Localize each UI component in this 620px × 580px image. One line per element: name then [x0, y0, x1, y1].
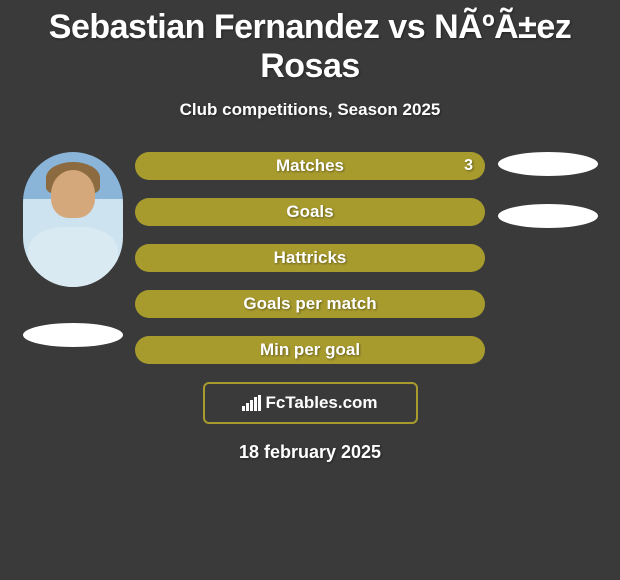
stat-label: Min per goal — [260, 340, 360, 360]
stat-label: Hattricks — [274, 248, 347, 268]
stat-bar-goals-per-match: Goals per match — [135, 290, 485, 318]
stat-bar-goals: Goals — [135, 198, 485, 226]
stat-bar-matches: Matches 3 — [135, 152, 485, 180]
subtitle: Club competitions, Season 2025 — [5, 100, 615, 120]
left-ellipse — [23, 323, 123, 347]
stat-label: Matches — [276, 156, 344, 176]
footer: FcTables.com 18 february 2025 — [5, 382, 615, 463]
left-column — [10, 152, 135, 364]
stat-label: Goals per match — [243, 294, 376, 314]
stat-value: 3 — [464, 157, 473, 175]
player-avatar-left — [23, 152, 123, 287]
chart-bars-icon — [242, 395, 261, 411]
stats-column: Matches 3 Goals Hattricks Goals per matc… — [135, 152, 485, 364]
stats-content: Matches 3 Goals Hattricks Goals per matc… — [5, 152, 615, 364]
stat-label: Goals — [286, 202, 333, 222]
right-ellipse-2 — [498, 204, 598, 228]
right-column — [485, 152, 610, 364]
logo-text: FcTables.com — [265, 393, 377, 413]
fctables-logo-box: FcTables.com — [203, 382, 418, 424]
stat-bar-min-per-goal: Min per goal — [135, 336, 485, 364]
right-ellipse-1 — [498, 152, 598, 176]
date-text: 18 february 2025 — [239, 442, 381, 463]
comparison-title: Sebastian Fernandez vs NÃºÃ±ez Rosas — [5, 0, 615, 86]
stat-bar-hattricks: Hattricks — [135, 244, 485, 272]
